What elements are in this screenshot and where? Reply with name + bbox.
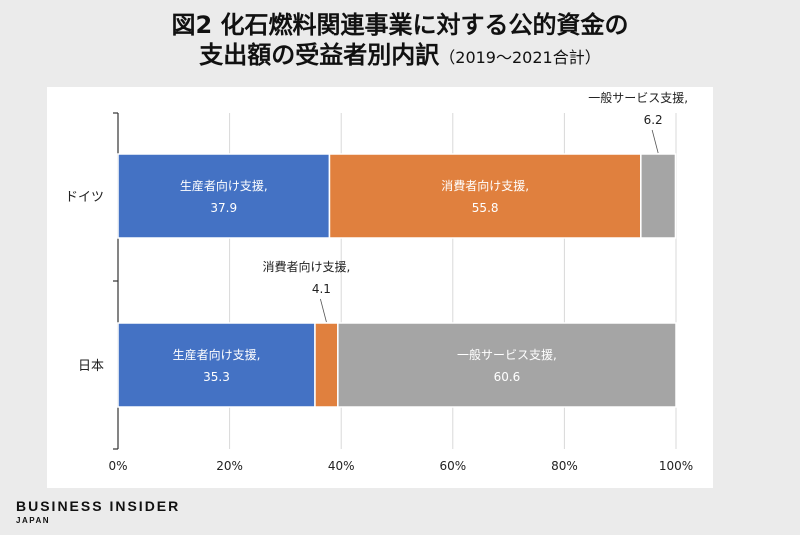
bar-segment (117, 322, 316, 408)
x-tick-label: 100% (659, 459, 693, 473)
data-label-value: 4.1 (312, 282, 331, 296)
data-label-value: 37.9 (210, 201, 237, 215)
data-label-value: 55.8 (472, 201, 499, 215)
data-label-name: 一般サービス支援, (457, 347, 557, 362)
data-label-value: 35.3 (203, 370, 230, 384)
bar-segment (314, 322, 339, 408)
title-line-1: 図2 化石燃料関連事業に対する公的資金の (171, 11, 629, 39)
data-label-name: 生産者向け支援, (173, 347, 261, 362)
leader-line (651, 129, 659, 154)
chart-title: 図2 化石燃料関連事業に対する公的資金の 支出額の受益者別内訳（2019～202… (0, 10, 800, 73)
bar-segment (328, 153, 642, 239)
x-tick-label: 20% (216, 459, 243, 473)
data-label-name: 一般サービス支援, (588, 90, 688, 105)
x-tick-label: 60% (439, 459, 466, 473)
brand-logo: BUSINESS INSIDER (16, 498, 181, 514)
category-label: 日本 (78, 359, 104, 374)
data-label-value: 6.2 (644, 113, 663, 127)
x-tick-label: 80% (551, 459, 578, 473)
x-tick-label: 0% (108, 459, 127, 473)
title-line-2: 支出額の受益者別内訳（2019～2021合計） (0, 40, 800, 73)
data-label-name: 消費者向け支援, (262, 259, 350, 274)
brand-sub-logo: JAPAN (16, 516, 51, 525)
x-tick-label: 40% (328, 459, 355, 473)
leader-line (320, 298, 327, 323)
data-label-name: 消費者向け支援, (441, 178, 529, 193)
data-label-value: 60.6 (494, 370, 521, 384)
bar-segment (337, 322, 677, 408)
title-note: （2019～2021合計） (439, 48, 601, 67)
data-label-name: 生産者向け支援, (180, 178, 268, 193)
category-label: ドイツ (65, 190, 104, 205)
bar-segment (117, 153, 331, 239)
title-main: 支出額の受益者別内訳 (199, 41, 440, 69)
bar-segment (640, 153, 677, 239)
